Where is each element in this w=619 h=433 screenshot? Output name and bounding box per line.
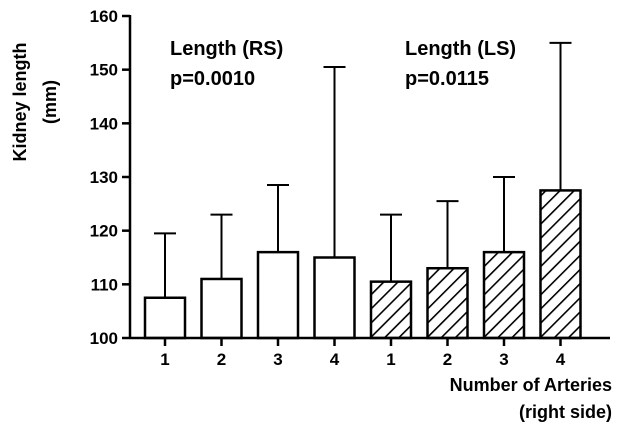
y-axis-title-line1: Kidney length [10,42,30,161]
y-tick-label: 110 [91,275,118,294]
bar-open [256,250,300,340]
x-tick-label: 1 [386,350,395,369]
x-tick-label: 4 [556,350,566,369]
x-axis-title-line2: (right side) [519,402,612,422]
y-tick-label: 140 [90,114,118,133]
bar-hatched [426,266,469,340]
y-tick-label: 100 [90,329,118,348]
y-axis-title-line2: (mm) [40,80,60,124]
x-tick-label: 3 [499,350,508,369]
annotation-rs-title: Length (RS) [170,38,283,60]
x-tick-label: 1 [160,350,169,369]
bar-open [313,256,356,340]
bar-open [143,296,187,340]
axis-layer: 100 110 120 130 140 150 160 1 2 3 4 1 2 3 4 [90,7,610,369]
x-tick-label: 3 [273,350,282,369]
y-tick-label: 120 [90,222,118,241]
bar-hatched [539,189,582,340]
annotation-ls-title: Length (LS) [405,38,516,60]
x-tick-label: 4 [330,350,340,369]
y-tick-label: 130 [90,168,118,187]
x-axis-title-line1: Number of Arteries [450,375,612,395]
annotation-rs-pvalue: p=0.0010 [170,68,255,90]
annotation-group: Length (RS) p=0.0010 Length (LS) p=0.011… [170,38,516,90]
x-tick-label: 2 [443,350,452,369]
x-tick-label: 2 [217,350,226,369]
y-tick-label: 160 [90,7,118,26]
bar-hatched [369,280,413,340]
bar-open [200,277,243,340]
annotation-ls-pvalue: p=0.0115 [405,68,489,90]
bar-hatched [482,250,526,340]
y-tick-label: 150 [90,61,118,80]
y-axis-title: Kidney length (mm) [10,42,60,161]
